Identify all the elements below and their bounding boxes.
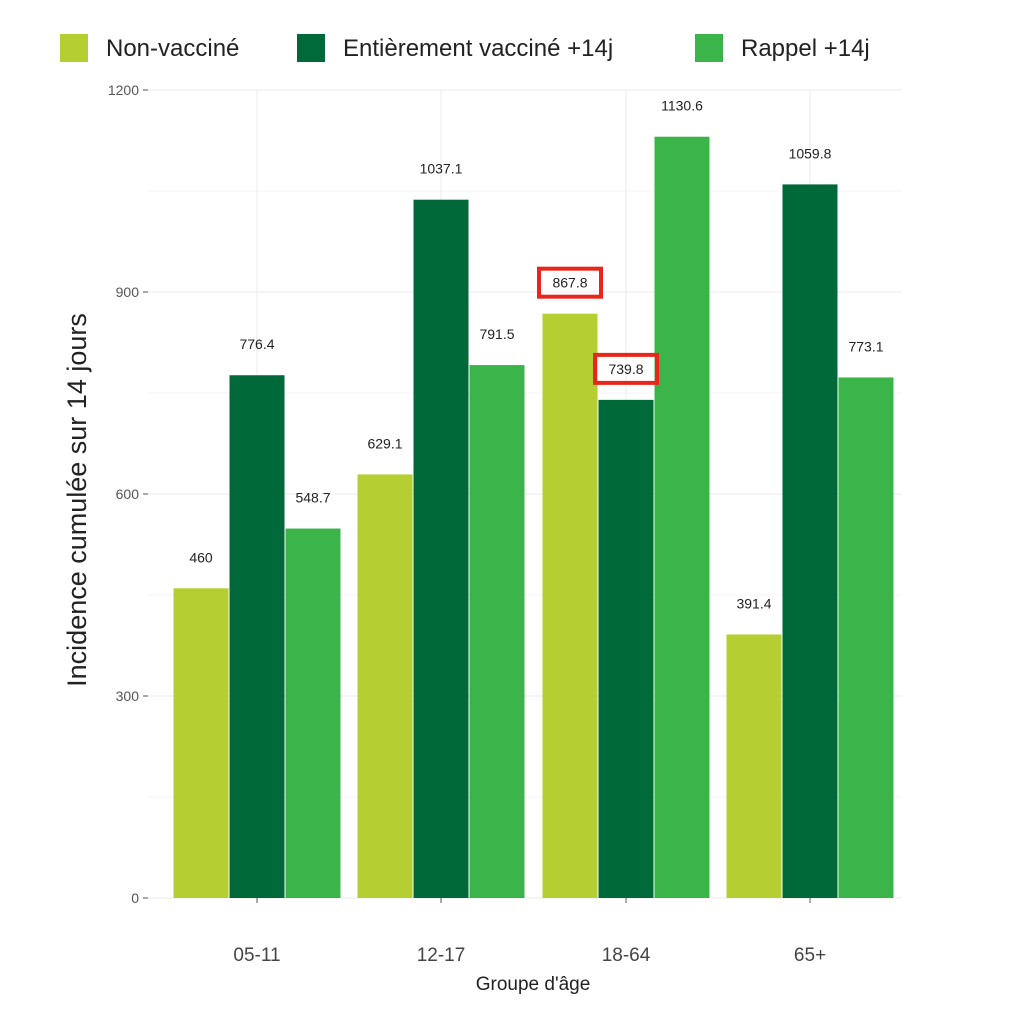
highlight-box: [593, 352, 659, 385]
legend: Non-vacciné Entièrement vacciné +14j Rappe…: [60, 34, 870, 62]
data-label: 391.4: [736, 595, 771, 611]
highlight-box: [537, 266, 603, 299]
data-label: 460: [189, 549, 213, 565]
bar: [173, 588, 229, 898]
legend-item: Rappel +14j: [695, 34, 870, 62]
x-axis-title: Groupe d'âge: [476, 974, 591, 995]
data-label: 1037.1: [420, 161, 463, 177]
bar: [654, 136, 710, 898]
legend-label: Rappel +14j: [741, 35, 870, 62]
bar: [285, 528, 341, 898]
bar: [542, 313, 598, 898]
bar: [782, 184, 838, 898]
x-tick-label: 65+: [794, 945, 826, 966]
legend-item: Entièrement vacciné +14j: [297, 34, 613, 62]
bars: [173, 136, 894, 899]
bar: [229, 375, 285, 898]
data-label: 1130.6: [661, 98, 703, 114]
bar: [469, 365, 525, 899]
data-label: 1059.8: [789, 145, 832, 161]
legend-label: Entièrement vacciné +14j: [343, 35, 613, 62]
bar: [726, 634, 782, 898]
bar: [357, 474, 413, 898]
data-label: 776.4: [239, 336, 274, 352]
legend-swatch: [60, 34, 88, 62]
axes: 0 300 600 900 1200 05-11 12-17 18-64 65+: [108, 82, 826, 966]
x-tick-label: 18-64: [602, 945, 651, 966]
y-tick-label: 600: [116, 486, 140, 502]
bar: [598, 399, 654, 898]
bar: [413, 199, 469, 898]
y-tick-label: 0: [131, 890, 139, 906]
legend-swatch: [297, 34, 325, 62]
legend-item: Non-vacciné: [60, 34, 239, 62]
y-tick-label: 1200: [108, 82, 139, 98]
legend-swatch: [695, 34, 723, 62]
bar: [838, 377, 894, 898]
data-labels: 460 776.4 548.7 629.1 1037.1 791.5 867.8 739.8 1…: [189, 98, 883, 612]
y-tick-label: 900: [116, 284, 140, 300]
data-label: 629.1: [367, 435, 402, 451]
y-axis-title: Incidence cumulée sur 14 jours: [62, 313, 92, 687]
x-tick-label: 12-17: [417, 945, 466, 966]
y-tick-label: 300: [116, 688, 140, 704]
data-label: 739.8: [608, 361, 643, 377]
data-label: 791.5: [479, 326, 514, 342]
legend-label: Non-vacciné: [106, 35, 239, 62]
data-label: 773.1: [848, 338, 883, 354]
data-label: 867.8: [552, 275, 587, 291]
data-label: 548.7: [295, 490, 330, 506]
x-tick-label: 05-11: [233, 945, 280, 966]
